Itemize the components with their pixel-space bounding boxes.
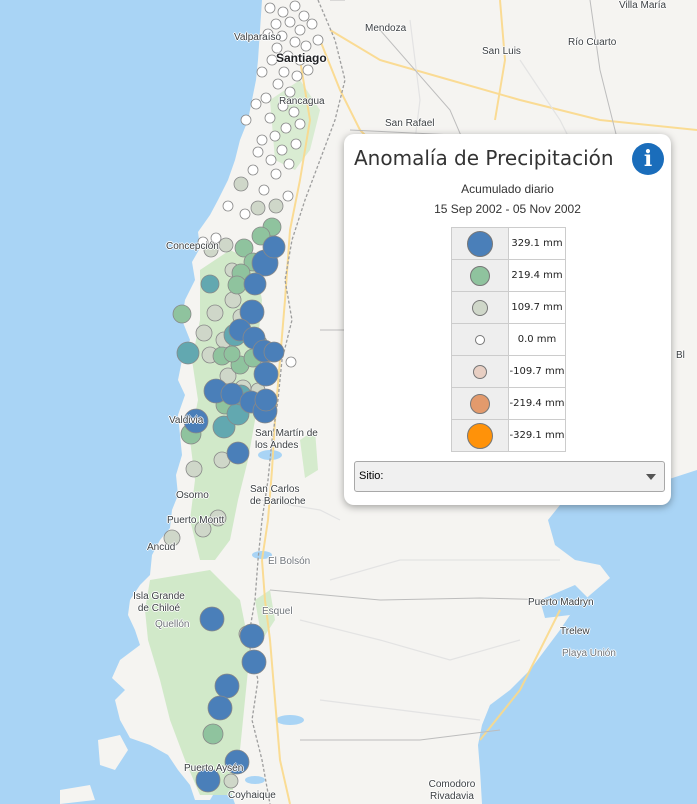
legend-label: -109.7 mm [508,355,566,388]
place-label: Ancud [147,542,176,553]
site-select[interactable]: Sitio: [354,461,665,492]
place-label: Rancagua [279,96,325,107]
place-label: Santiago [276,51,327,65]
place-label: Trelew [560,626,590,637]
place-label: Puerto Aysén [184,763,244,774]
station-markers [163,0,324,793]
place-label: Valparaíso [234,32,282,43]
place-label: Osorno [176,490,209,501]
legend-row: -329.1 mm [451,419,566,452]
place-label: Bl [676,350,685,361]
legend-symbol [467,422,493,449]
place-label: El Bolsón [268,556,311,567]
place-label: Coyhaique [228,790,276,801]
place-label: San Rafael [385,118,435,129]
legend-row: 329.1 mm [451,227,566,260]
legend-row: 109.7 mm [451,291,566,324]
legend-symbol [467,230,493,257]
legend-label: 109.7 mm [508,291,566,324]
place-label: Villa María [619,0,667,11]
panel-date-range: 15 Sep 2002 - 05 Nov 2002 [434,202,581,216]
legend-label: 219.4 mm [508,259,566,292]
legend-symbol [475,334,485,345]
legend-label: 0.0 mm [508,323,566,356]
panel-subtitle: Acumulado diario [461,182,554,196]
place-label: Comodoro Rivadavia [428,779,476,802]
place-label: San Luis [482,46,521,57]
panel-title: Anomalía de Precipitación [354,146,614,170]
place-label: Isla Grande de Chiloé [133,591,185,614]
legend-table: 329.1 mm 219.4 mm 109.7 mm 0.0 mm -109.7… [451,227,566,452]
legend-label: -329.1 mm [508,419,566,452]
legend-symbol [473,364,487,379]
legend-symbol [470,265,490,286]
place-label: Puerto Madryn [528,597,594,608]
legend-label: -219.4 mm [508,387,566,420]
place-label: Puerto Montt [167,515,225,526]
legend-symbol [470,393,490,414]
legend-label: 329.1 mm [508,227,566,260]
legend-row: 0.0 mm [451,323,566,356]
info-icon[interactable]: i [632,143,664,175]
place-label: Quellón [155,619,190,630]
legend-row: -109.7 mm [451,355,566,388]
legend-row: -219.4 mm [451,387,566,420]
place-label: Río Cuarto [568,37,617,48]
legend-row: 219.4 mm [451,259,566,292]
place-label: Playa Unión [562,648,616,659]
legend-symbol [472,299,488,316]
chevron-down-icon [646,474,656,480]
place-label: Esquel [262,606,293,617]
legend-panel: Anomalía de Precipitación i Acumulado di… [344,134,671,505]
place-label: San Carlos de Bariloche [250,484,306,507]
place-label: Mendoza [365,23,407,34]
place-label: Valdivia [169,415,204,426]
site-select-value: Sitio: [359,470,384,482]
place-label: San Martín de los Andes [255,428,318,451]
place-label: Concepción [166,241,219,252]
